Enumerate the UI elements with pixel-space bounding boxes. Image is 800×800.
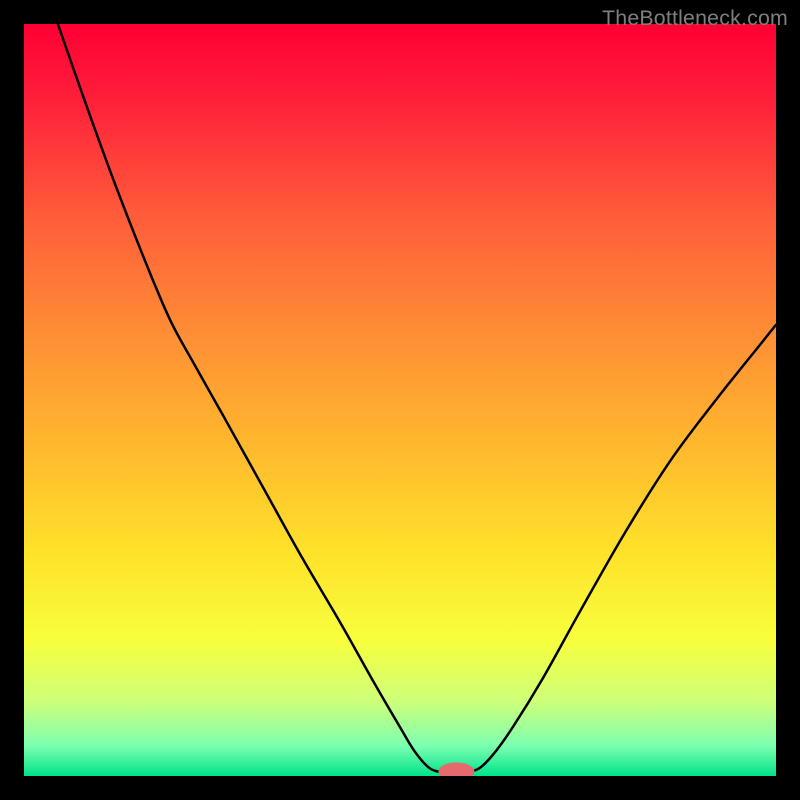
chart-stage: TheBottleneck.com	[0, 0, 800, 800]
plot-area	[24, 24, 776, 776]
watermark-text: TheBottleneck.com	[602, 6, 788, 31]
gradient-background	[24, 24, 776, 776]
